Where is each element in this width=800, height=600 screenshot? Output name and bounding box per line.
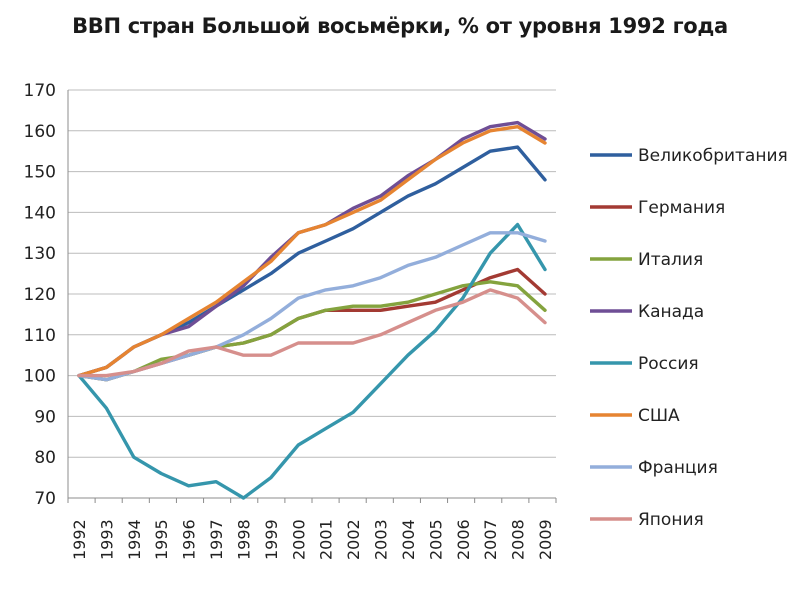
- series-line-7: [77, 231, 547, 382]
- y-tick-label: 130: [24, 244, 56, 264]
- legend-label: Франция: [638, 458, 718, 478]
- legend-label: США: [638, 406, 680, 426]
- legend-label: Канада: [638, 302, 704, 322]
- x-tick-label: 2000: [289, 519, 308, 560]
- series-line-5: [77, 222, 547, 500]
- legend-item: Россия: [590, 354, 699, 374]
- x-tick-label: 1996: [180, 519, 199, 560]
- x-tick-label: 1995: [152, 519, 171, 560]
- y-tick-label: 160: [24, 122, 56, 142]
- legend-label: Великобритания: [638, 146, 788, 166]
- x-tick-label: 1998: [234, 519, 253, 560]
- x-tick-label: 1997: [207, 519, 226, 560]
- gridlines: [68, 89, 556, 499]
- chart-title: ВВП стран Большой восьмёрки, % от уровня…: [72, 14, 728, 38]
- x-axis-ticks: 1992 1993 1994 1995 1996 1997 1998 1999 2000 2001…: [70, 519, 555, 560]
- legend-item: Канада: [590, 302, 704, 322]
- series-lines: [77, 120, 547, 500]
- y-tick-label: 90: [34, 407, 56, 427]
- x-tick-label: 2006: [454, 519, 473, 560]
- x-tick-label: 1992: [70, 519, 89, 560]
- series-line-8: [77, 288, 547, 378]
- y-tick-label: 150: [24, 163, 56, 183]
- x-tick-label: 2002: [344, 519, 363, 560]
- legend-item: США: [590, 406, 680, 426]
- y-tick-label: 170: [24, 81, 56, 101]
- x-tick-label: 2005: [426, 519, 445, 560]
- y-tick-label: 80: [34, 448, 56, 468]
- legend-item: Франция: [590, 458, 718, 478]
- y-tick-label: 100: [24, 367, 56, 387]
- legend-item: Италия: [590, 250, 703, 270]
- x-tick-label: 1999: [262, 519, 281, 560]
- y-tick-label: 110: [24, 326, 56, 346]
- y-axis-ticks: 70 80 90 100 110 120 130 140 150 160 170: [24, 81, 56, 509]
- series-line-3: [77, 280, 547, 382]
- y-tick-label: 140: [24, 203, 56, 223]
- axes: [67, 90, 557, 503]
- y-tick-label: 70: [34, 489, 56, 509]
- x-tick-label: 1993: [97, 519, 116, 560]
- legend-label: Германия: [638, 198, 725, 218]
- x-tick-label: 2008: [509, 519, 528, 560]
- legend-label: Россия: [638, 354, 699, 374]
- series-line-6: [77, 124, 547, 378]
- legend-label: Италия: [638, 250, 703, 270]
- x-tick-label: 2007: [481, 519, 500, 560]
- y-tick-label: 120: [24, 285, 56, 305]
- legend-label: Япония: [638, 510, 704, 530]
- x-tick-label: 2003: [372, 519, 391, 560]
- legend: Великобритания Германия Италия Канада Россия…: [590, 146, 788, 530]
- x-tick-label: 2004: [399, 519, 418, 560]
- legend-item: Германия: [590, 198, 725, 218]
- x-tick-label: 1994: [125, 519, 144, 560]
- legend-item: Великобритания: [590, 146, 788, 166]
- x-tick-label: 2009: [536, 519, 555, 560]
- x-tick-label: 2001: [317, 519, 336, 560]
- legend-item: Япония: [590, 510, 704, 530]
